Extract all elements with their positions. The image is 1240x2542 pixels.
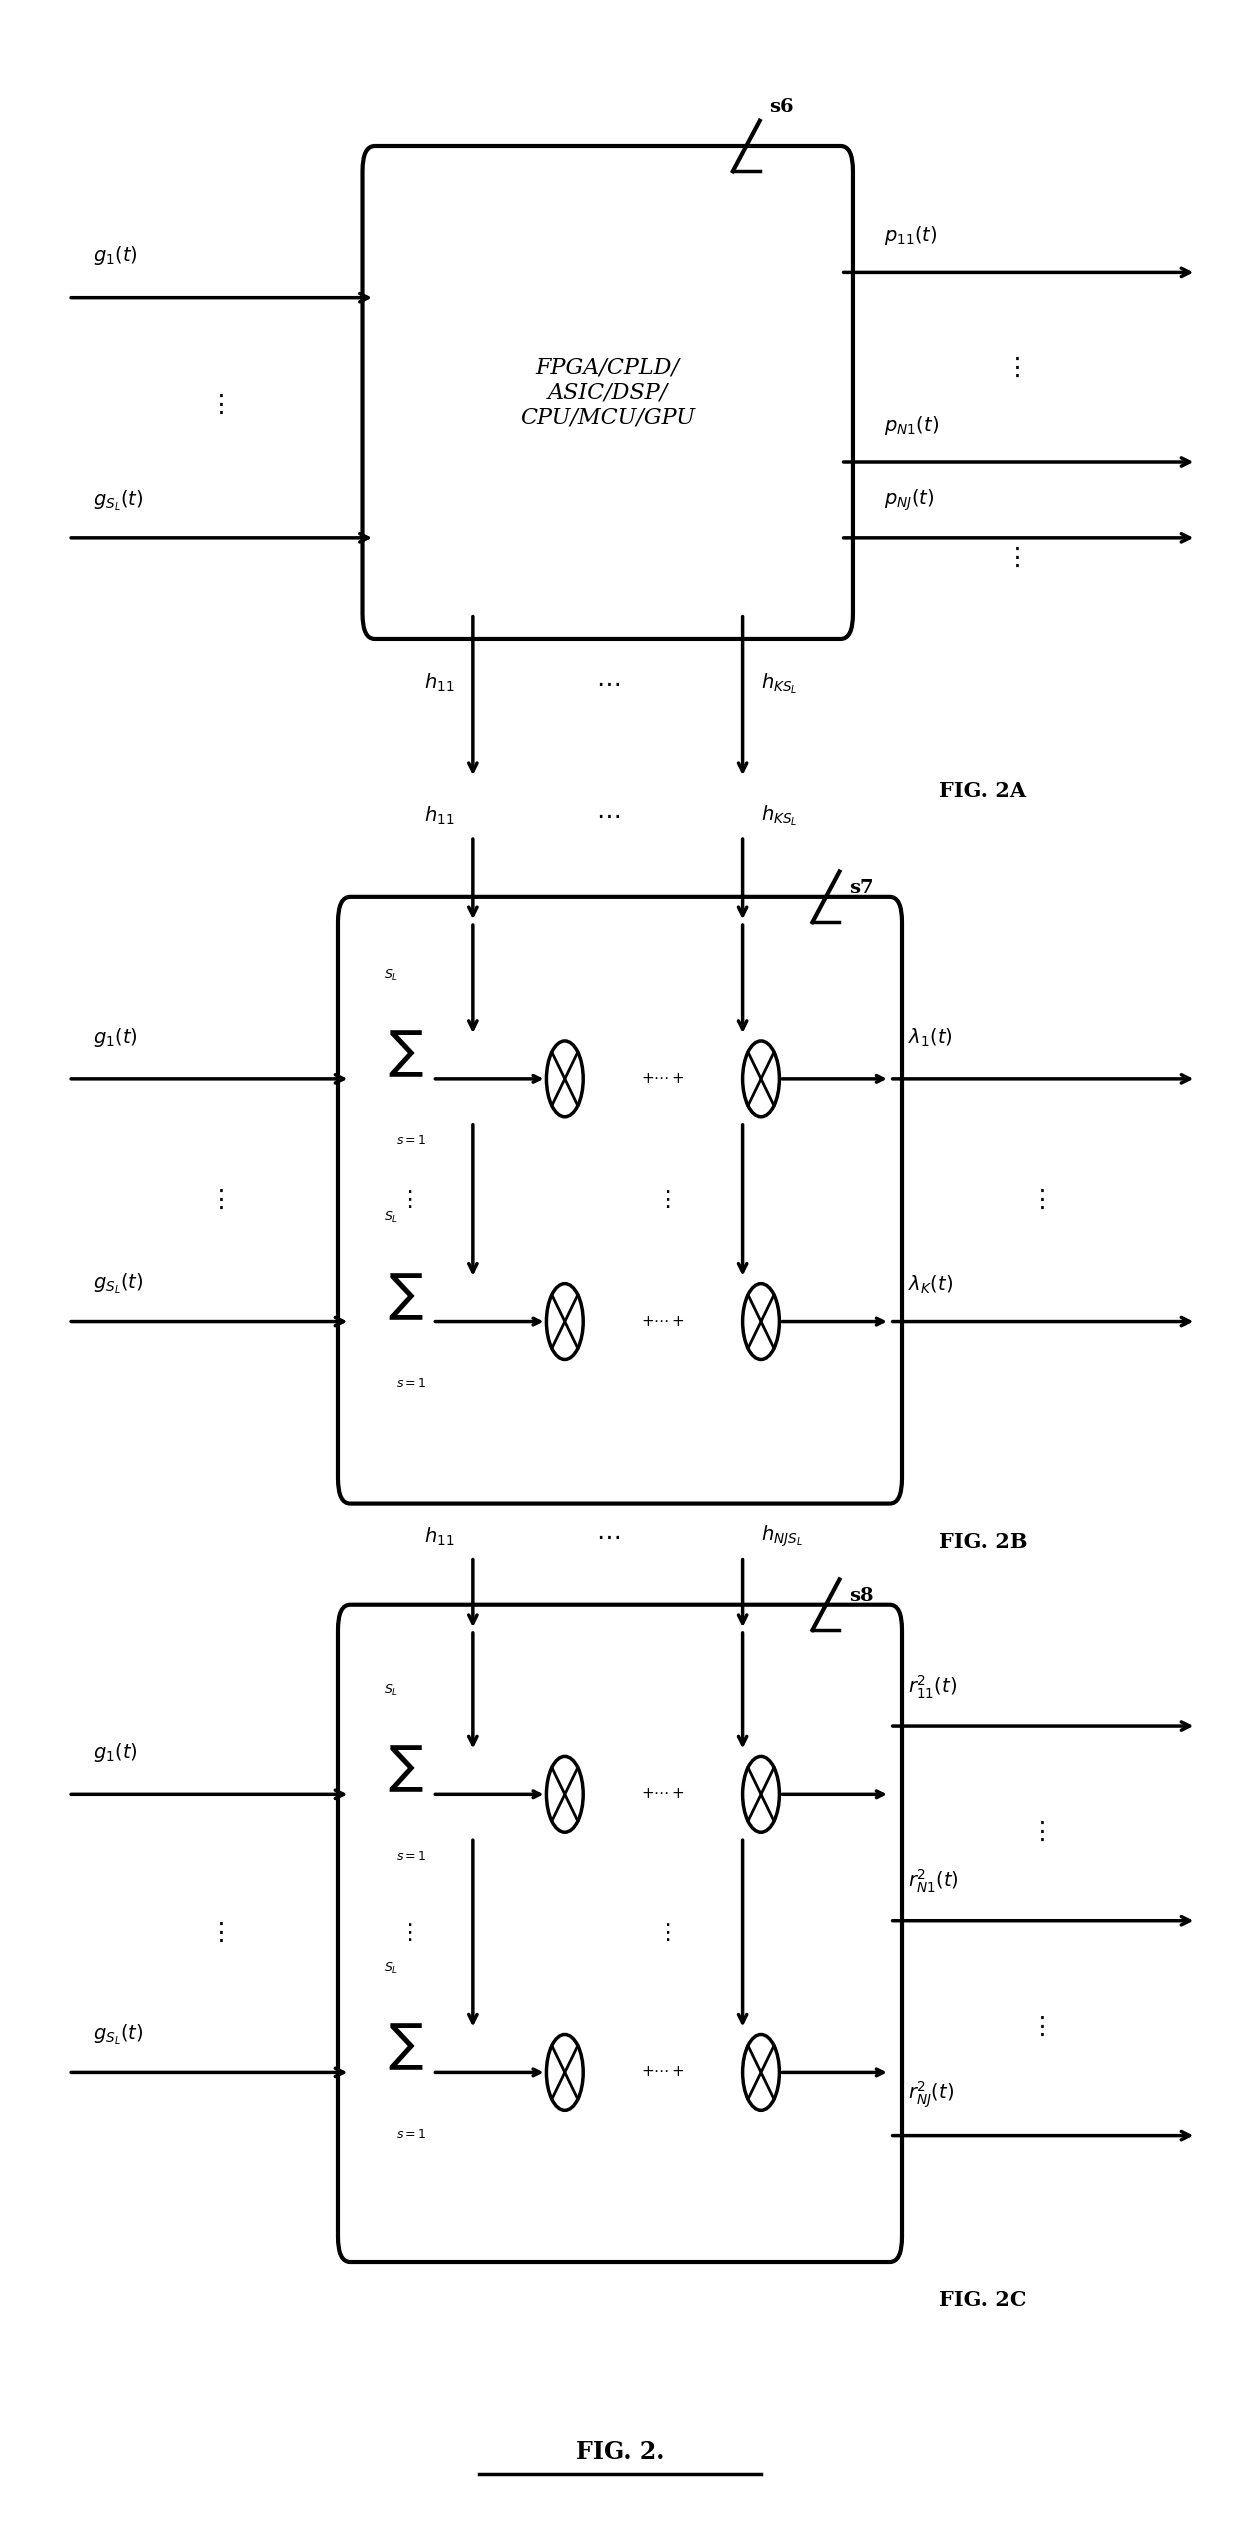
- Text: $\vdots$: $\vdots$: [398, 1922, 413, 1945]
- Text: $s=1$: $s=1$: [397, 2128, 427, 2140]
- Text: $r_{11}^2(t)$: $r_{11}^2(t)$: [908, 1673, 957, 1701]
- Text: $s=1$: $s=1$: [397, 1378, 427, 1390]
- Text: $\sum$: $\sum$: [388, 1030, 423, 1078]
- Text: $S_L$: $S_L$: [383, 969, 398, 984]
- Text: $+\cdots+$: $+\cdots+$: [641, 1314, 684, 1329]
- Text: s8: s8: [849, 1586, 874, 1604]
- Text: FIG. 2C: FIG. 2C: [939, 2290, 1027, 2311]
- Text: FPGA/CPLD/
ASIC/DSP/
CPU/MCU/GPU: FPGA/CPLD/ ASIC/DSP/ CPU/MCU/GPU: [521, 356, 696, 430]
- Text: $h_{KS_L}$: $h_{KS_L}$: [761, 671, 797, 697]
- Text: s6: s6: [770, 97, 794, 114]
- Text: $\lambda_1(t)$: $\lambda_1(t)$: [908, 1027, 954, 1047]
- Text: FIG. 2B: FIG. 2B: [939, 1530, 1027, 1551]
- Text: $+\cdots+$: $+\cdots+$: [641, 2067, 684, 2079]
- Text: $\cdots$: $\cdots$: [595, 803, 620, 829]
- Text: $g_1(t)$: $g_1(t)$: [93, 244, 138, 267]
- Text: $\vdots$: $\vdots$: [656, 1922, 670, 1945]
- Text: $p_{11}(t)$: $p_{11}(t)$: [884, 224, 937, 247]
- Text: $\sum$: $\sum$: [388, 1744, 423, 1795]
- Text: FIG. 2.: FIG. 2.: [575, 2440, 665, 2463]
- Text: $\vdots$: $\vdots$: [398, 1190, 413, 1210]
- Text: $p_{NJ}(t)$: $p_{NJ}(t)$: [884, 488, 934, 513]
- Text: $p_{N1}(t)$: $p_{N1}(t)$: [884, 414, 939, 437]
- Text: $\vdots$: $\vdots$: [656, 1190, 670, 1210]
- Text: $h_{NJS_L}$: $h_{NJS_L}$: [761, 1523, 804, 1548]
- Text: $g_{S_L}(t)$: $g_{S_L}(t)$: [93, 2023, 144, 2046]
- Text: $s=1$: $s=1$: [397, 1851, 427, 1863]
- Text: $\cdots$: $\cdots$: [595, 1525, 620, 1548]
- Text: $S_L$: $S_L$: [383, 1210, 398, 1225]
- Text: $h_{11}$: $h_{11}$: [424, 806, 455, 826]
- Text: $g_1(t)$: $g_1(t)$: [93, 1741, 138, 1764]
- Text: $\lambda_K(t)$: $\lambda_K(t)$: [908, 1274, 954, 1296]
- FancyBboxPatch shape: [362, 145, 853, 638]
- Text: $+\cdots+$: $+\cdots+$: [641, 1073, 684, 1085]
- Text: $\vdots$: $\vdots$: [1029, 1820, 1045, 1843]
- Text: $\vdots$: $\vdots$: [1004, 547, 1021, 569]
- Text: $S_L$: $S_L$: [383, 1962, 398, 1975]
- Text: $\vdots$: $\vdots$: [1029, 2016, 1045, 2039]
- Text: $g_{S_L}(t)$: $g_{S_L}(t)$: [93, 488, 144, 513]
- Text: $r_{N1}^2(t)$: $r_{N1}^2(t)$: [908, 1868, 959, 1896]
- Text: $\vdots$: $\vdots$: [207, 1922, 223, 1945]
- Text: s7: s7: [849, 880, 874, 897]
- Text: $\vdots$: $\vdots$: [207, 394, 223, 417]
- Text: $+\cdots+$: $+\cdots+$: [641, 1787, 684, 1802]
- Text: $g_1(t)$: $g_1(t)$: [93, 1024, 138, 1047]
- Text: $\sum$: $\sum$: [388, 2021, 423, 2072]
- Text: $h_{KS_L}$: $h_{KS_L}$: [761, 803, 797, 829]
- Text: $S_L$: $S_L$: [383, 1683, 398, 1698]
- Text: FIG. 2A: FIG. 2A: [939, 780, 1025, 801]
- Text: $r_{NJ}^2(t)$: $r_{NJ}^2(t)$: [908, 2079, 954, 2110]
- Text: $h_{11}$: $h_{11}$: [424, 1525, 455, 1548]
- Text: $\vdots$: $\vdots$: [1029, 1190, 1045, 1213]
- Text: $\vdots$: $\vdots$: [1004, 356, 1021, 381]
- Text: $g_{S_L}(t)$: $g_{S_L}(t)$: [93, 1271, 144, 1296]
- Text: $\cdots$: $\cdots$: [595, 671, 620, 694]
- Text: $\vdots$: $\vdots$: [207, 1190, 223, 1213]
- Text: $s=1$: $s=1$: [397, 1134, 427, 1146]
- Text: $\sum$: $\sum$: [388, 1271, 423, 1322]
- Text: $h_{11}$: $h_{11}$: [424, 671, 455, 694]
- FancyBboxPatch shape: [339, 1604, 901, 2262]
- FancyBboxPatch shape: [339, 897, 901, 1502]
